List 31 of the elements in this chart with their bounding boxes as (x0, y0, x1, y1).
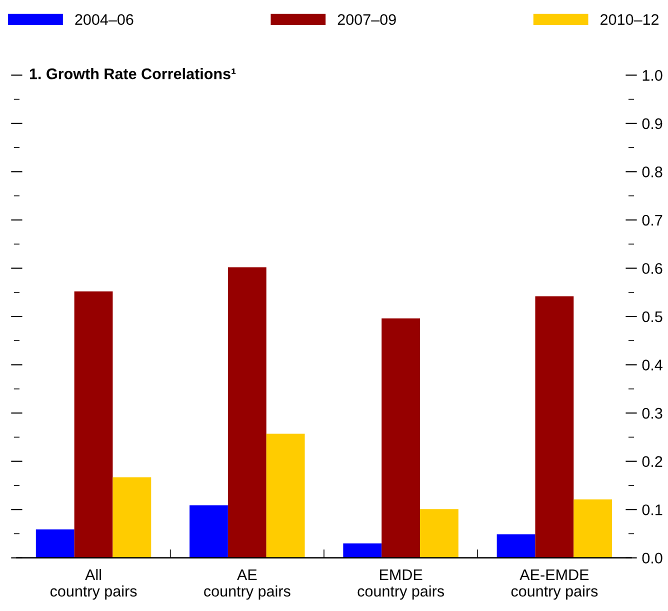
x-tick-label: AE country pairs (204, 570, 290, 600)
y-tick-label: 0.8 (642, 166, 662, 178)
bar (190, 505, 228, 558)
legend-label: 2004–06 (75, 14, 134, 25)
bar (228, 267, 266, 558)
y-tick-label: 0.3 (642, 408, 662, 419)
y-tick-label: 0.0 (642, 552, 662, 564)
y-tick-label: 0.9 (642, 118, 662, 130)
bar (74, 291, 113, 558)
bar (266, 434, 305, 558)
bar (535, 296, 574, 558)
legend-label: 2010–12 (600, 14, 658, 25)
bar (574, 499, 612, 558)
y-tick-label: 0.1 (642, 504, 662, 516)
x-tick-label: All country pairs (50, 568, 137, 600)
bar (420, 509, 458, 558)
y-tick-label: 1.0 (642, 70, 662, 81)
bar (36, 529, 74, 558)
bar (496, 534, 536, 558)
chart-title: 1. Growth Rate Correlations¹ (30, 68, 236, 80)
bar (382, 318, 420, 558)
bar (343, 543, 382, 558)
x-tick-label: AE-EMDE country pairs (511, 570, 598, 600)
y-tick-label: 0.5 (642, 311, 662, 322)
y-tick-label: 0.4 (642, 360, 662, 370)
bar (112, 477, 152, 558)
legend-label: 2007–09 (338, 14, 396, 25)
y-tick-label: 0.7 (642, 214, 662, 226)
y-tick-label: 0.2 (642, 456, 662, 467)
y-tick-label: 0.6 (642, 263, 662, 274)
x-tick-label: EMDE country pairs (358, 570, 444, 600)
